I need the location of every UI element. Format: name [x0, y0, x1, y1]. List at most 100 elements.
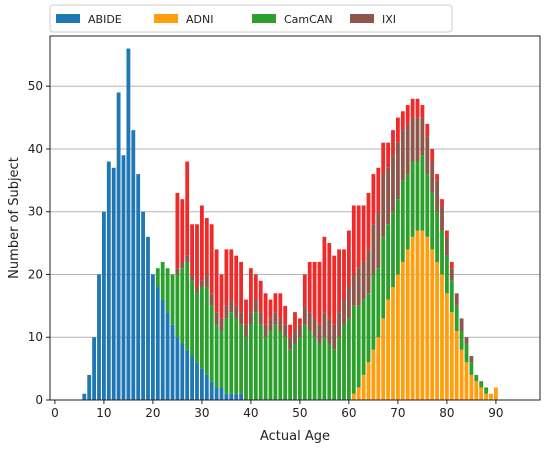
- bar-series-4: [244, 299, 248, 325]
- bar-ixi: [175, 268, 180, 275]
- bar-abide: [204, 374, 209, 400]
- x-tick-label: 20: [145, 406, 160, 420]
- bar-series-4: [195, 224, 199, 288]
- bar-adni: [469, 374, 474, 400]
- bar-abide: [180, 343, 185, 400]
- bar-series-4: [283, 305, 288, 325]
- bar-series-4: [180, 199, 185, 262]
- bar-ixi: [199, 280, 204, 288]
- bar-camcan: [293, 343, 297, 400]
- bar-camcan: [337, 337, 342, 400]
- y-axis-label: Number of Subject: [7, 157, 22, 279]
- bar-camcan: [454, 305, 459, 331]
- bar-ixi: [214, 312, 219, 325]
- bar-camcan: [351, 305, 356, 394]
- bar-abide: [111, 167, 116, 400]
- bar-adni: [371, 349, 376, 400]
- bar-ixi: [391, 155, 395, 212]
- bar-ixi: [195, 287, 199, 294]
- bar-adni: [449, 312, 454, 400]
- bar-series-4: [337, 249, 342, 313]
- bar-camcan: [474, 374, 479, 382]
- bar-adni: [351, 393, 356, 400]
- bar-ixi: [180, 261, 185, 269]
- bar-ixi: [219, 318, 224, 331]
- bar-camcan: [288, 349, 293, 400]
- bar-series-4: [346, 230, 351, 288]
- bar-ixi: [209, 293, 214, 306]
- y-tick-label: 0: [35, 393, 43, 407]
- bar-camcan: [312, 337, 317, 400]
- bar-abide: [239, 393, 244, 400]
- bar-camcan: [371, 274, 376, 350]
- legend-label-adni: ADNI: [186, 13, 213, 26]
- bar-ixi: [293, 330, 297, 344]
- bar-series-4: [199, 205, 204, 281]
- bar-camcan: [302, 324, 307, 400]
- bar-ixi: [395, 142, 400, 200]
- bar-camcan: [165, 268, 170, 313]
- bar-camcan: [317, 343, 322, 400]
- bar-adni: [474, 381, 479, 400]
- bar-ixi: [342, 299, 346, 325]
- bar-series-4: [405, 105, 410, 124]
- bar-camcan: [435, 211, 440, 262]
- bar-ixi: [381, 174, 386, 237]
- bar-adni: [400, 261, 405, 400]
- bar-ixi: [415, 117, 420, 162]
- bar-camcan: [283, 337, 288, 400]
- bar-ixi: [322, 312, 327, 338]
- bar-ixi: [229, 299, 234, 313]
- bar-ixi: [239, 312, 244, 325]
- bar-abide: [170, 324, 175, 400]
- bar-ixi: [440, 205, 444, 231]
- bar-abide: [116, 92, 121, 400]
- bar-series-4: [229, 249, 234, 300]
- x-tick-label: 30: [194, 406, 209, 420]
- bar-ixi: [248, 312, 253, 325]
- bar-adni: [430, 249, 435, 400]
- bar-series-4: [366, 192, 371, 250]
- x-tick-label: 70: [390, 406, 405, 420]
- bar-camcan: [449, 280, 454, 313]
- x-tick-label: 10: [96, 406, 111, 420]
- bar-camcan: [297, 337, 302, 400]
- bar-adni: [459, 349, 464, 400]
- bar-ixi: [435, 180, 440, 212]
- bar-series-4: [400, 111, 405, 131]
- bar-camcan: [253, 312, 258, 400]
- bar-camcan: [160, 261, 165, 300]
- bar-camcan: [234, 318, 239, 394]
- bar-abide: [136, 174, 141, 400]
- bar-series-4: [395, 117, 400, 143]
- bar-ixi: [185, 255, 190, 262]
- bar-camcan: [395, 199, 400, 275]
- bar-abide: [97, 274, 101, 400]
- bar-series-4: [219, 274, 224, 319]
- bar-camcan: [361, 299, 366, 375]
- bar-abide: [195, 362, 199, 400]
- bar-ixi: [278, 318, 283, 331]
- bar-camcan: [322, 337, 327, 400]
- bar-camcan: [356, 305, 361, 388]
- bar-camcan: [224, 318, 229, 394]
- bar-ixi: [224, 305, 229, 319]
- bar-series-4: [278, 293, 283, 319]
- bar-camcan: [307, 330, 312, 400]
- bar-series-4: [430, 148, 435, 162]
- bar-adni: [493, 387, 498, 400]
- bar-camcan: [420, 155, 425, 231]
- x-tick-label: 80: [439, 406, 454, 420]
- bar-camcan: [170, 274, 175, 325]
- x-tick-label: 50: [292, 406, 307, 420]
- bar-series-4: [185, 161, 190, 256]
- bar-ixi: [351, 274, 356, 306]
- bar-abide: [131, 130, 136, 400]
- bar-series-4: [317, 261, 322, 325]
- bar-adni: [415, 230, 420, 400]
- bar-abide: [224, 393, 229, 400]
- bar-series-4: [307, 261, 312, 313]
- plot-frame: [49, 35, 541, 401]
- bar-adni: [435, 261, 440, 400]
- bar-ixi: [459, 318, 464, 331]
